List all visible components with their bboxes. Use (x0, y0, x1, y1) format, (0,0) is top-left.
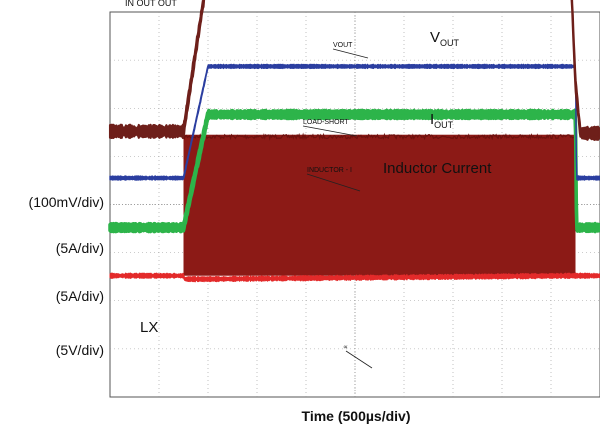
vout-tag-leader (332, 48, 369, 59)
iout-probe-tag: LOAD-SHORT (303, 119, 349, 126)
inductor-current-label: Inductor Current (383, 160, 492, 177)
lx-switching-fill (183, 134, 576, 276)
lx-trace-label: LX (140, 319, 158, 336)
iout-trace-label: IOUT (430, 111, 454, 130)
iout-tag-leader (302, 125, 358, 137)
top-caption-fragment: IN OUT OUT (125, 0, 177, 8)
inductor-scale-label: (5A/div) (56, 288, 104, 304)
vout-trace-label: VOUT (430, 29, 460, 48)
vout-scale-label: (100mV/div) (29, 194, 104, 210)
x-axis-label: Time (500µs/div) (302, 408, 411, 424)
lx-switching-edge (182, 132, 576, 141)
lx-probe-tag: ∝ (343, 344, 348, 351)
lx-scale-label: (5V/div) (56, 342, 104, 358)
switching-burst (182, 132, 576, 276)
lx-tag-leader (345, 350, 373, 369)
iout-scale-label: (5A/div) (56, 240, 104, 256)
vout-probe-tag: VOUT (333, 42, 353, 49)
inductor-tag-leader (306, 173, 361, 192)
inductor-probe-tag: INDUCTOR - I (307, 167, 352, 174)
